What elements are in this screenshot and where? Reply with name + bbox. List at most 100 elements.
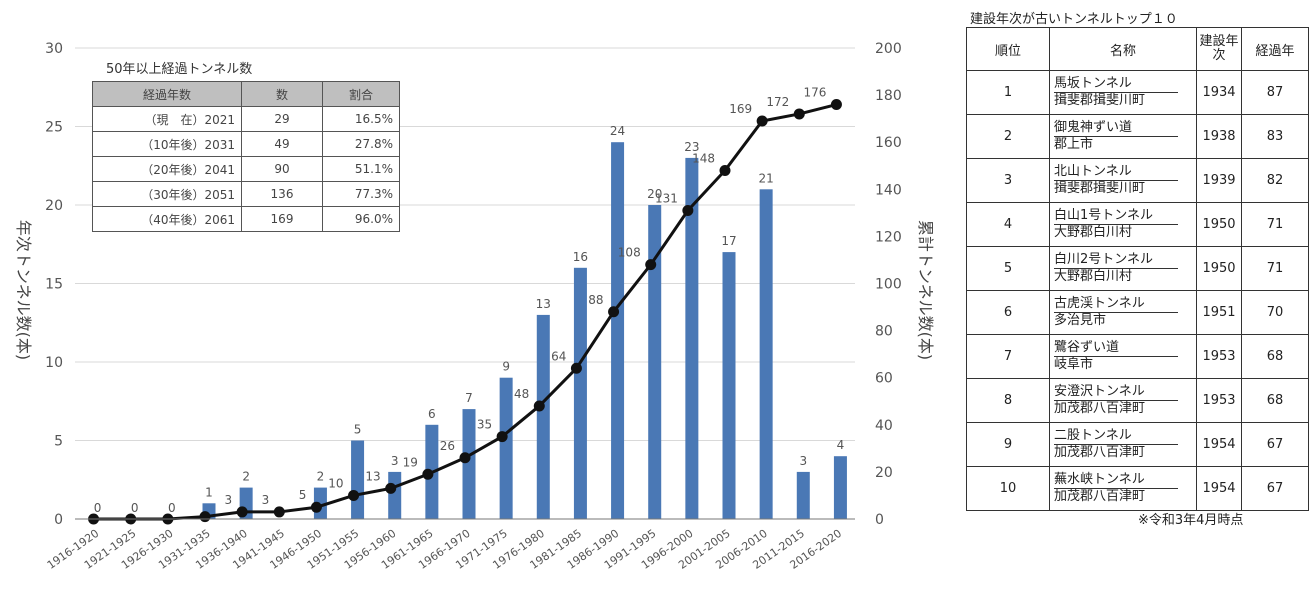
- cumulative-point: [273, 506, 285, 518]
- bar: [759, 189, 773, 520]
- ranking-age: 83: [1241, 114, 1309, 159]
- ranking-rank: 3: [966, 158, 1050, 203]
- ranking-age: 67: [1241, 466, 1309, 511]
- y2-axis-label: 累計トンネル数(本): [916, 220, 935, 360]
- tunnel-name: 蕪水峡トンネル: [1054, 472, 1178, 489]
- ranking-rank: 10: [966, 466, 1050, 511]
- y2-tick-label: 120: [875, 229, 902, 245]
- ranking-year: 1938: [1196, 114, 1242, 159]
- cumulative-point: [608, 306, 620, 318]
- bar: [499, 377, 513, 519]
- cumulative-point: [570, 362, 582, 374]
- ranking-year: 1953: [1196, 334, 1242, 379]
- y-tick-label: 20: [45, 198, 63, 214]
- y2-tick-label: 180: [875, 88, 902, 104]
- ranking-row: 2 御鬼神ずい道 郡上市 1938 83: [966, 114, 1309, 159]
- ranking-year: 1950: [1196, 246, 1242, 291]
- cumulative-point: [459, 452, 471, 464]
- cumulative-value-label: 26: [440, 439, 455, 453]
- cumulative-point: [756, 115, 768, 127]
- y2-tick-label: 140: [875, 182, 902, 198]
- cumulative-value-label: 5: [299, 488, 307, 502]
- inset-row: （20年後）2041 90 51.1%: [92, 156, 400, 182]
- inset-table: 50年以上経過トンネル数 経過年数 数 割合 （現 在）2021 29 16.5% （…: [92, 58, 400, 232]
- ranking-name-cell: 蕪水峡トンネル 加茂郡八百津町: [1049, 466, 1197, 511]
- cumulative-point: [682, 204, 694, 216]
- cumulative-point: [830, 99, 842, 111]
- tunnel-location: 加茂郡八百津町: [1054, 401, 1146, 416]
- y2-tick-label: 160: [875, 135, 902, 151]
- ranking-title: 建設年次が古いトンネルトップ１０: [970, 12, 1178, 27]
- cumulative-value-label: 19: [403, 455, 418, 469]
- inset-cell: （20年後）2041: [92, 156, 242, 182]
- tunnel-location: 加茂郡八百津町: [1054, 489, 1146, 504]
- bar-value-label: 3: [391, 454, 399, 468]
- inset-row: （現 在）2021 29 16.5%: [92, 106, 400, 132]
- cumulative-value-label: 64: [551, 349, 566, 363]
- bar-value-label: 21: [759, 171, 774, 185]
- tunnel-name: 安澄沢トンネル: [1054, 384, 1178, 401]
- inset-row: （30年後）2051 136 77.3%: [92, 181, 400, 207]
- bar-value-label: 0: [94, 501, 102, 515]
- bar-value-label: 1: [205, 485, 213, 499]
- inset-cell: （10年後）2031: [92, 131, 242, 157]
- inset-cell: （30年後）2051: [92, 181, 242, 207]
- bar: [833, 456, 847, 519]
- ranking-name-cell: 古虎渓トンネル 多治見市: [1049, 290, 1197, 335]
- ranking-rank: 1: [966, 70, 1050, 115]
- tunnel-name: 馬坂トンネル: [1054, 76, 1178, 93]
- cumulative-point: [719, 164, 731, 176]
- cumulative-value-label: 13: [365, 469, 380, 483]
- bar: [351, 440, 365, 519]
- bar-value-label: 5: [354, 423, 362, 437]
- tunnel-location: 岐阜市: [1054, 357, 1094, 372]
- tunnel-location: 大野郡白川村: [1054, 269, 1133, 284]
- inset-cell: 77.3%: [322, 181, 400, 207]
- cumulative-value-label: 48: [514, 387, 529, 401]
- y-tick-label: 15: [45, 277, 63, 293]
- inset-cell: 27.8%: [322, 131, 400, 157]
- y-tick-label: 5: [54, 434, 63, 450]
- y2-tick-label: 60: [875, 371, 893, 387]
- cumulative-point: [645, 259, 657, 271]
- cumulative-value-label: 88: [588, 293, 603, 307]
- tunnel-location: 郡上市: [1054, 137, 1094, 152]
- ranking-age: 67: [1241, 422, 1309, 467]
- inset-cell: 96.0%: [322, 206, 400, 232]
- bar: [536, 314, 550, 519]
- ranking-row: 8 安澄沢トンネル 加茂郡八百津町 1953 68: [966, 378, 1309, 423]
- y2-tick-label: 40: [875, 418, 893, 434]
- bar: [388, 471, 402, 519]
- tunnel-name: 二股トンネル: [1054, 428, 1178, 445]
- cumulative-value-label: 176: [804, 86, 827, 100]
- inset-row: （10年後）2031 49 27.8%: [92, 131, 400, 157]
- ranking-rank: 9: [966, 422, 1050, 467]
- inset-cell: 29: [241, 106, 323, 132]
- ranking-name-cell: 御鬼神ずい道 郡上市: [1049, 114, 1197, 159]
- cumulative-value-label: 10: [328, 476, 343, 490]
- ranking-rank: 7: [966, 334, 1050, 379]
- ranking-age: 71: [1241, 246, 1309, 291]
- ranking-header: 名称: [1049, 27, 1197, 71]
- y2-tick-label: 20: [875, 465, 893, 481]
- ranking-header: 経過年: [1241, 27, 1309, 71]
- bar-value-label: 6: [428, 407, 436, 421]
- tunnel-name: 御鬼神ずい道: [1054, 120, 1178, 137]
- y-tick-label: 30: [45, 41, 63, 57]
- ranking-name-cell: 鷺谷ずい道 岐阜市: [1049, 334, 1197, 379]
- inset-cell: （現 在）2021: [92, 106, 242, 132]
- ranking-rank: 6: [966, 290, 1050, 335]
- cumulative-point: [533, 400, 545, 412]
- cumulative-point: [422, 468, 434, 480]
- bar: [685, 157, 699, 519]
- ranking-table: 順位 名称 建設年次 経過年 1 馬坂トンネル 揖斐郡揖斐川町 1934 87 2 御鬼神ず…: [966, 27, 1309, 511]
- ranking-name-cell: 安澄沢トンネル 加茂郡八百津町: [1049, 378, 1197, 423]
- ranking-year: 1954: [1196, 466, 1242, 511]
- bar-value-label: 23: [684, 140, 699, 154]
- bar-value-label: 0: [168, 501, 176, 515]
- tunnel-location: 揖斐郡揖斐川町: [1054, 93, 1146, 108]
- bar: [573, 267, 587, 519]
- tunnel-location: 加茂郡八百津町: [1054, 445, 1146, 460]
- ranking-year: 1939: [1196, 158, 1242, 203]
